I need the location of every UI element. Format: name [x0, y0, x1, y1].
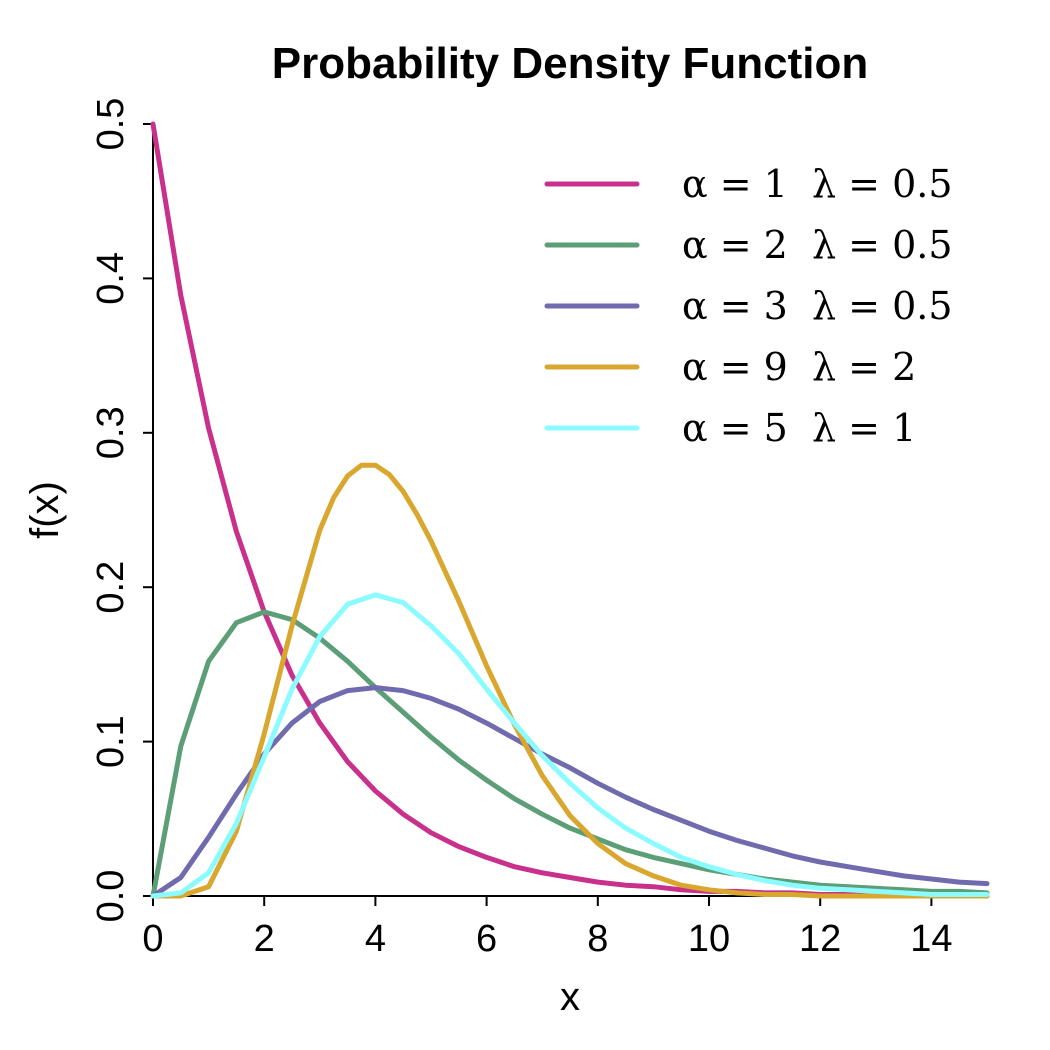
x-tick-label: 4 — [365, 918, 386, 960]
x-tick-label: 14 — [910, 918, 952, 960]
series-line-4 — [150, 462, 990, 899]
y-axis-label: f(x) — [23, 481, 67, 539]
y-tick-label: 0.2 — [90, 561, 132, 614]
legend-label-1: α = 1 λ = 0.5 — [682, 162, 953, 206]
legend-label-4: α = 9 λ = 2 — [682, 345, 916, 389]
axes: 0 2 4 6 8 10 12 14 0.0 0.1 0.2 0.3 0.4 0.5 — [90, 98, 987, 960]
legend-label-3: α = 3 λ = 0.5 — [682, 284, 953, 328]
legend: α = 1 λ = 0.5 α = 2 λ = 0.5 α = 3 λ = 0.5 α… — [544, 162, 953, 450]
x-axis-label: x — [560, 975, 580, 1019]
y-tick-label: 0.0 — [90, 870, 132, 923]
x-tick-label: 8 — [587, 918, 608, 960]
series-layer — [150, 121, 990, 899]
x-tick-label: 2 — [254, 918, 275, 960]
series-line-3 — [150, 685, 990, 899]
chart-title: Probability Density Function — [272, 39, 869, 88]
y-tick-label: 0.3 — [90, 406, 132, 459]
series-line-5 — [150, 592, 990, 899]
series-line-2 — [150, 609, 990, 899]
legend-label-2: α = 2 λ = 0.5 — [682, 223, 953, 267]
x-tick-label: 6 — [476, 918, 497, 960]
y-tick-label: 0.4 — [90, 252, 132, 305]
legend-label-5: α = 5 λ = 1 — [682, 406, 916, 450]
y-tick-label: 0.1 — [90, 715, 132, 768]
y-tick-label: 0.5 — [90, 98, 132, 151]
x-tick-label: 0 — [142, 918, 163, 960]
x-tick-label: 12 — [799, 918, 841, 960]
x-tick-label: 10 — [688, 918, 730, 960]
